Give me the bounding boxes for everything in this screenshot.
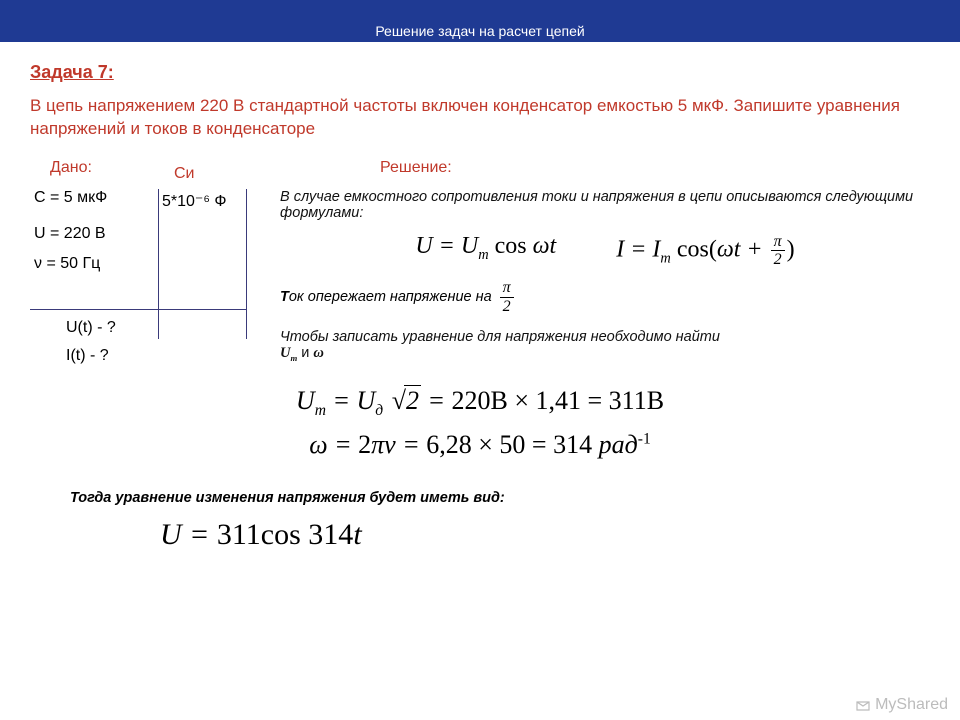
task-statement: В цепь напряжением 220 В стандартной час… bbox=[30, 95, 930, 141]
phase-note: Ток опережает напряжение на π2 bbox=[280, 279, 930, 315]
watermark: MyShared bbox=[855, 696, 948, 714]
equation-i: I = Im cos(ωt + π2) bbox=[616, 233, 794, 269]
body-row: Дано: Си С = 5 мкФ U = 220 В ν = 50 Гц 5… bbox=[30, 159, 930, 375]
phase-value: π2 bbox=[498, 279, 516, 315]
given-block: Дано: Си С = 5 мкФ U = 220 В ν = 50 Гц 5… bbox=[30, 159, 260, 375]
find-line: I(t) - ? bbox=[66, 347, 116, 365]
content: Задача 7: В цепь напряжением 220 В станд… bbox=[0, 42, 960, 552]
si-header: Си bbox=[174, 165, 195, 183]
title-text: Решение задач на расчет цепей bbox=[375, 23, 584, 39]
final-text: Тогда уравнение изменения напряжения буд… bbox=[70, 490, 930, 506]
phase-text: Ток опережает напряжение на bbox=[280, 289, 492, 305]
equation-um: Um = Uд 2 = 220В × 1,41 = 311В bbox=[30, 385, 930, 420]
equation-row: U = Um cos ωt I = Im cos(ωt + π2) bbox=[280, 233, 930, 269]
separator-vertical-2 bbox=[246, 189, 247, 339]
solution-intro: В случае емкостного сопротивления токи и… bbox=[280, 189, 930, 221]
need-text: Чтобы записать уравнение для напряжения … bbox=[280, 329, 930, 363]
slide: Решение задач на расчет цепей Задача 7: … bbox=[0, 0, 960, 720]
given-line: U = 220 В bbox=[34, 225, 162, 243]
separator-vertical-1 bbox=[158, 189, 159, 339]
given-line: С = 5 мкФ bbox=[34, 189, 162, 207]
given-header: Дано: bbox=[30, 159, 260, 177]
given-line: ν = 50 Гц bbox=[34, 255, 162, 273]
solution-header: Решение: bbox=[280, 159, 930, 177]
si-column: 5*10⁻⁶ Ф bbox=[162, 189, 246, 223]
given-column: С = 5 мкФ U = 220 В ν = 50 Гц bbox=[30, 189, 162, 285]
equation-u: U = Um cos ωt bbox=[415, 233, 556, 269]
si-line: 5*10⁻⁶ Ф bbox=[162, 191, 246, 211]
need-text-body: Чтобы записать уравнение для напряжения … bbox=[280, 329, 720, 345]
equation-omega: ω = 2πν = 6,28 × 50 = 314 рад-1 bbox=[30, 430, 930, 460]
find-block: U(t) - ? I(t) - ? bbox=[66, 319, 116, 375]
title-band: Решение задач на расчет цепей bbox=[0, 20, 960, 42]
solution-block: Решение: В случае емкостного сопротивлен… bbox=[260, 159, 930, 375]
task-label: Задача 7: bbox=[30, 62, 930, 83]
top-band bbox=[0, 0, 960, 20]
watermark-text: MyShared bbox=[875, 696, 948, 714]
watermark-icon bbox=[855, 698, 871, 712]
equation-final: U = 311cos 314t bbox=[30, 518, 930, 552]
find-line: U(t) - ? bbox=[66, 319, 116, 337]
separator-horizontal bbox=[30, 309, 246, 310]
